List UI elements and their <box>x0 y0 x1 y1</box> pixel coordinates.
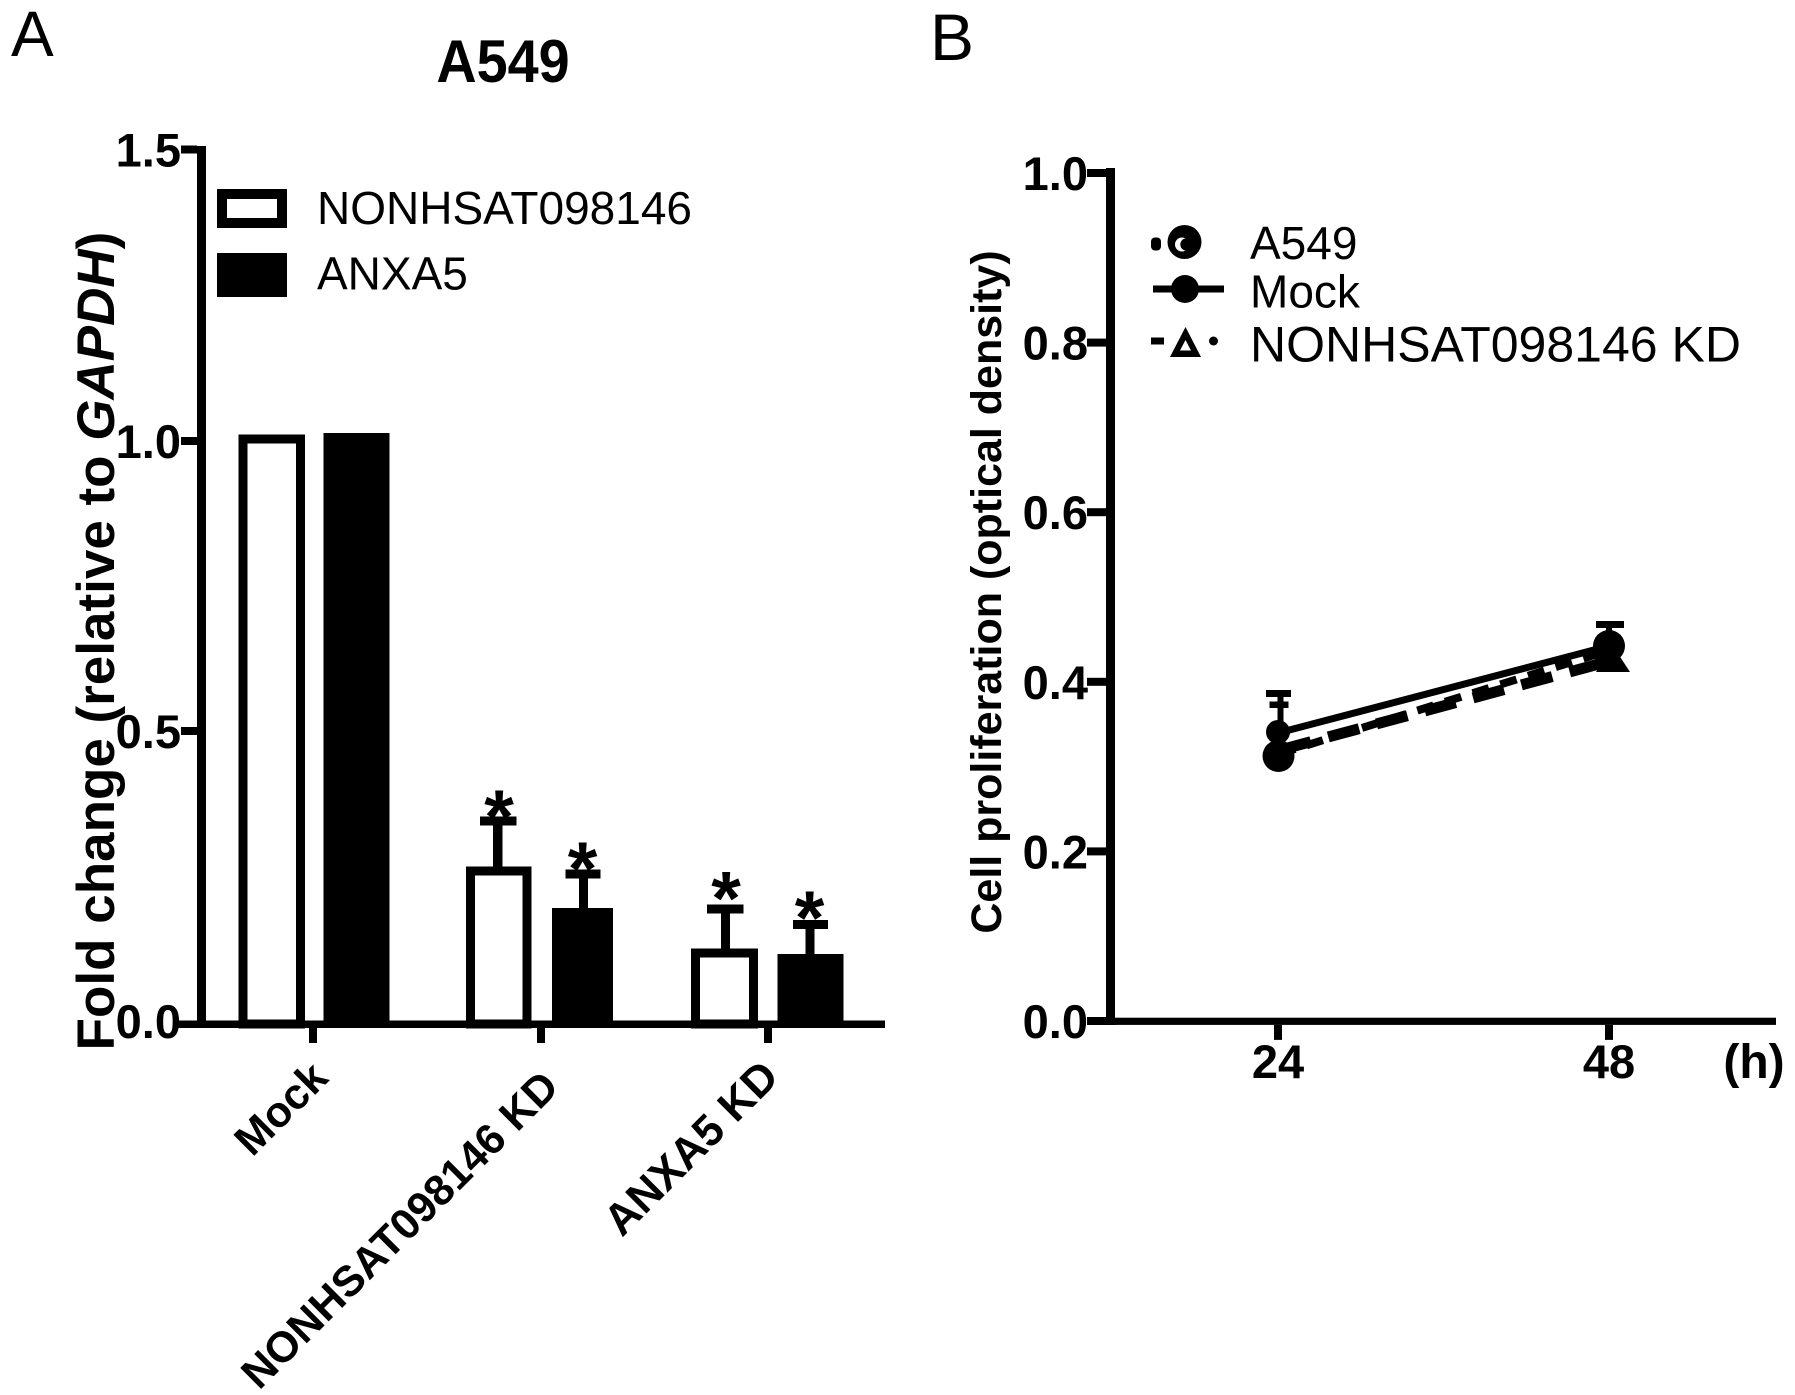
svg-text:*: * <box>484 775 514 860</box>
svg-text:48: 48 <box>1583 1035 1635 1088</box>
svg-text:1.0: 1.0 <box>1023 147 1088 200</box>
svg-text:1.0: 1.0 <box>116 415 181 468</box>
svg-text:NONHSAT098146: NONHSAT098146 <box>317 182 692 234</box>
svg-text:0.4: 0.4 <box>1023 656 1088 709</box>
svg-text:B: B <box>930 0 974 74</box>
svg-text:24: 24 <box>1252 1035 1304 1088</box>
svg-text:Fold change (relative to GAPDH: Fold change (relative to GAPDH) <box>67 232 126 1051</box>
svg-text:*: * <box>795 876 825 961</box>
svg-text:A: A <box>11 0 54 70</box>
svg-text:0.6: 0.6 <box>1023 486 1088 539</box>
svg-text:ANXA5: ANXA5 <box>317 248 468 300</box>
svg-text:0.0: 0.0 <box>116 995 181 1048</box>
svg-text:0.5: 0.5 <box>116 705 181 758</box>
svg-text:(h): (h) <box>1723 1036 1784 1089</box>
svg-text:0.2: 0.2 <box>1023 825 1088 878</box>
svg-text:Cell proliferation (optical de: Cell proliferation (optical density) <box>963 250 1011 933</box>
svg-text:0.0: 0.0 <box>1023 995 1088 1048</box>
svg-text:A549: A549 <box>1250 217 1357 269</box>
svg-text:Mock: Mock <box>1250 266 1361 318</box>
svg-text:0.8: 0.8 <box>1023 317 1088 370</box>
svg-text:1.5: 1.5 <box>116 124 181 177</box>
svg-text:*: * <box>568 827 598 912</box>
svg-text:*: * <box>711 857 741 942</box>
svg-text:A549: A549 <box>436 29 569 95</box>
svg-text:NONHSAT098146 KD: NONHSAT098146 KD <box>1250 317 1741 373</box>
